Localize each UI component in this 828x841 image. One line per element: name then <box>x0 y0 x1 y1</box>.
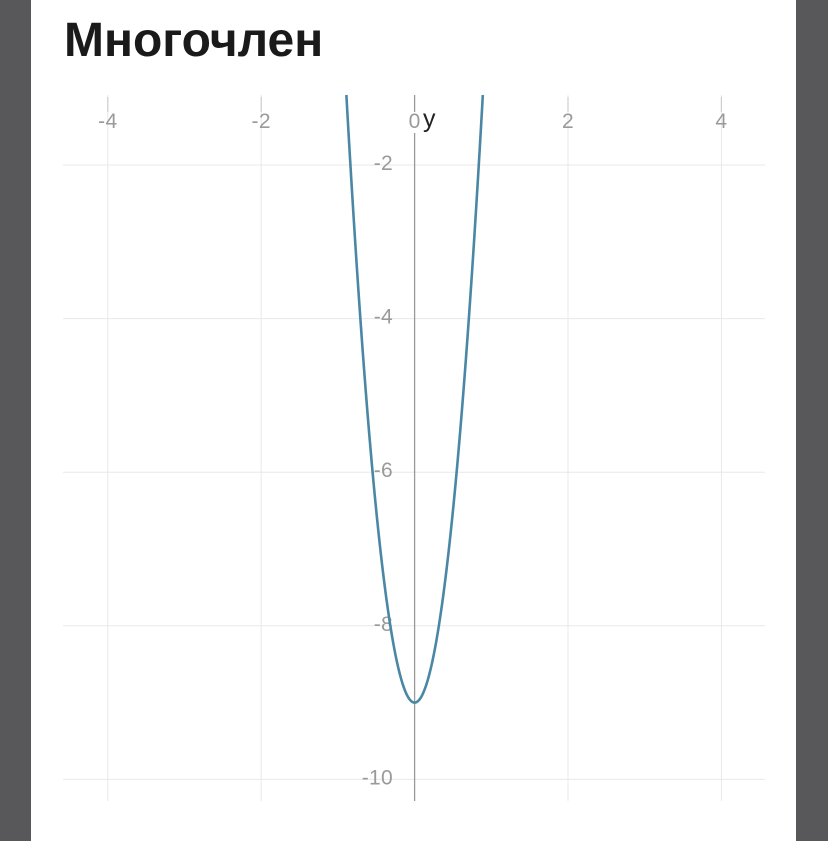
svg-text:-2: -2 <box>252 110 271 133</box>
svg-text:2: 2 <box>562 110 574 133</box>
svg-text:-2: -2 <box>374 152 393 175</box>
svg-text:-4: -4 <box>98 110 117 133</box>
svg-text:-10: -10 <box>362 766 393 789</box>
svg-text:-4: -4 <box>374 306 393 329</box>
svg-text:4: 4 <box>715 110 727 133</box>
svg-text:-6: -6 <box>374 459 393 482</box>
svg-text:0: 0 <box>409 110 421 133</box>
svg-text:y: y <box>423 105 436 133</box>
